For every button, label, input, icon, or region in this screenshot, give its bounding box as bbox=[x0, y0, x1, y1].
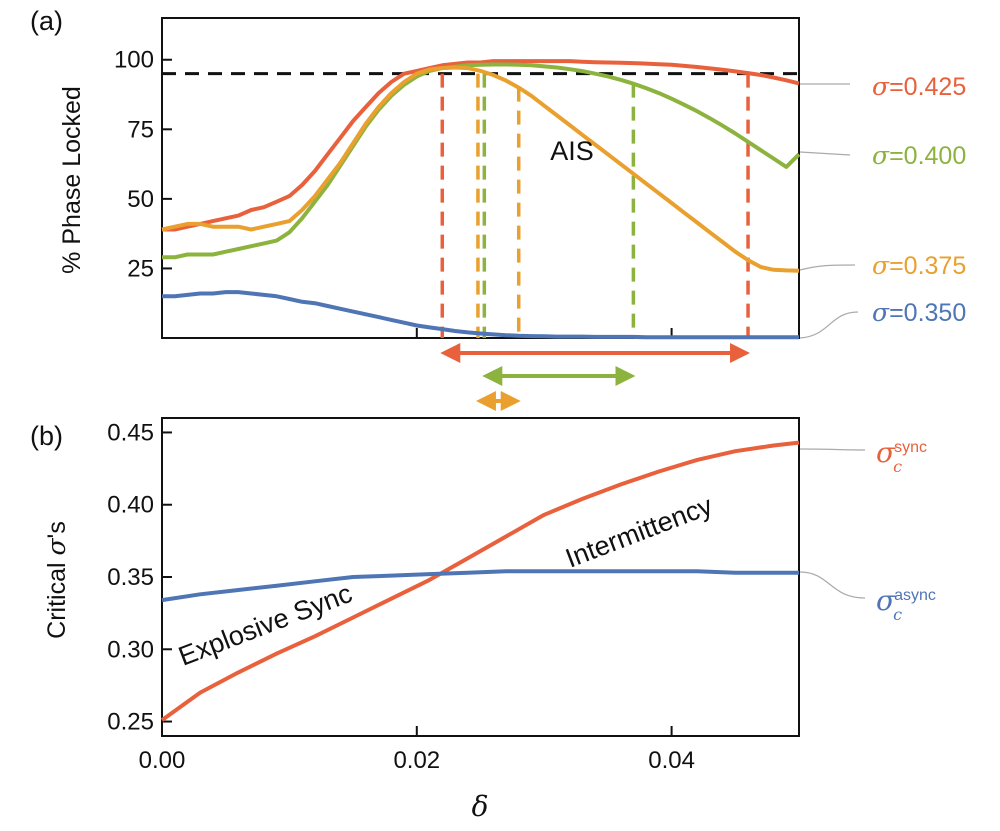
ais-label: AIS bbox=[550, 136, 594, 166]
panel-b-frame bbox=[161, 417, 800, 737]
stability-window-arrows bbox=[440, 343, 751, 411]
panel-a-yticks: 25 50 75 100 bbox=[114, 47, 172, 282]
panel-a-ytick-label: 25 bbox=[127, 255, 154, 282]
panel-b-series bbox=[160, 440, 800, 722]
label-sigma-c-sync: σcsync bbox=[876, 436, 927, 476]
panel-a-ytick-label: 50 bbox=[127, 186, 154, 213]
panel-b-series-line bbox=[161, 569, 799, 603]
panel-a-series-line bbox=[162, 290, 799, 340]
panel-a-series-line bbox=[162, 62, 801, 260]
panel-a-label: (a) bbox=[30, 6, 63, 36]
panel-b-ytick-label: 0.25 bbox=[107, 709, 154, 736]
panel-a-series-labels: σ=0.425 σ=0.400 σ=0.375 σ=0.350 bbox=[799, 72, 966, 339]
panel-b-xtick-label: 0.04 bbox=[648, 747, 695, 774]
label-sigma-0425: σ=0.425 bbox=[872, 72, 966, 101]
intermittency-label: Intermittency bbox=[561, 490, 717, 574]
panel-a: 25 50 75 100 AIS bbox=[114, 17, 801, 340]
panel-a-series-line bbox=[162, 59, 800, 232]
panel-b-series-line bbox=[160, 440, 800, 722]
panel-a-ytick-label: 100 bbox=[114, 47, 154, 74]
panel-b-label: (b) bbox=[30, 421, 63, 451]
panel-b-ytick-label: 0.30 bbox=[107, 636, 154, 663]
stability-window-lines bbox=[440, 73, 750, 338]
panel-b: 0.250.300.350.400.45 0.00 0.02 0.04 Explos… bbox=[107, 417, 800, 774]
panel-a-series-line bbox=[161, 65, 800, 273]
y-axis-label-b: Critical σ's bbox=[42, 521, 71, 639]
panel-b-yticks: 0.25 0.30 0.35 0.40 0.45 bbox=[107, 419, 172, 736]
x-axis-label: δ bbox=[472, 790, 489, 823]
label-sigma-0350: σ=0.350 bbox=[872, 298, 966, 327]
panel-b-xtick-label: 0.00 bbox=[139, 747, 186, 774]
panel-b-series-labels: σcsync σcasync bbox=[799, 436, 936, 624]
label-sigma-c-async: σcasync bbox=[876, 584, 936, 624]
panel-a-series bbox=[161, 59, 801, 340]
panel-b-xticks: 0.00 0.02 0.04 bbox=[139, 726, 695, 774]
y-axis-label-a: % Phase Locked bbox=[58, 86, 86, 274]
label-sigma-0400: σ=0.400 bbox=[872, 141, 966, 170]
label-sigma-0375: σ=0.375 bbox=[872, 251, 966, 280]
panel-b-xtick-label: 0.02 bbox=[393, 747, 440, 774]
panel-a-frame bbox=[161, 17, 800, 339]
panel-a-ytick-label: 75 bbox=[127, 116, 154, 143]
panel-b-ytick-label: 0.40 bbox=[107, 492, 154, 519]
panel-b-ytick-label: 0.35 bbox=[107, 564, 154, 591]
panel-b-ytick-label: 0.45 bbox=[107, 419, 154, 446]
